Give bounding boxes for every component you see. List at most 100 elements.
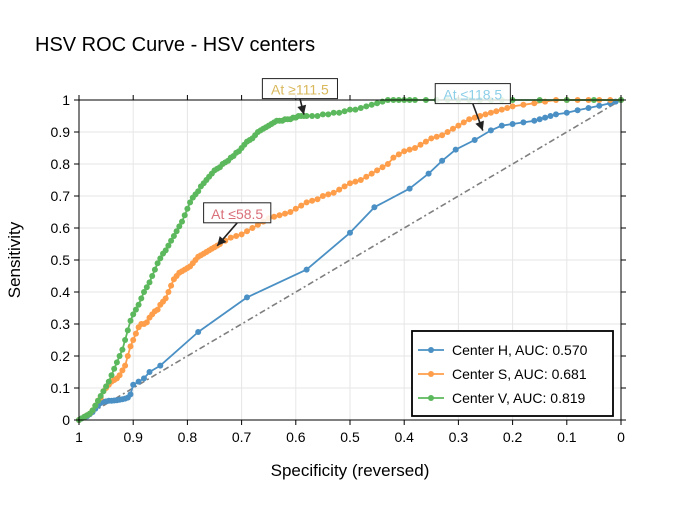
legend-label: Center S, AUC: 0.681 [452,366,587,382]
x-tick-label: 0.4 [394,429,414,445]
center-s-point [165,289,172,295]
center-h-point [439,157,446,164]
y-tick-label: 0.4 [51,284,71,300]
center-s-point [439,132,446,139]
center-h-point [585,105,592,111]
x-tick-label: 0.6 [286,429,306,445]
legend-item-center-h: Center H, AUC: 0.570 [418,342,588,358]
center-v-point [187,199,194,206]
center-h-point [347,229,353,236]
center-v-point [92,402,99,409]
center-s-point [444,129,451,135]
center-s-point [379,164,386,171]
center-v-point [195,188,202,195]
center-v-point [116,353,123,359]
x-tick-label: 0.5 [340,429,360,445]
axis-ticks: 1 0.9 0.8 0.7 0.6 0.5 0.4 0.3 0.2 0.1 0 0 0.1 0.2 0.3 0… [51,92,626,445]
y-tick-label: 0.6 [51,220,71,236]
annotation-s-box [203,202,272,224]
center-s-point [116,372,123,379]
chart-title: HSV ROC Curve - HSV centers [35,34,315,56]
center-s-point [374,167,381,174]
center-v-point [138,295,145,302]
center-s-point [309,197,316,204]
center-s-point [244,228,250,235]
y-tick-label: 0.3 [51,316,71,332]
center-s-point [276,212,283,219]
annotation-s-text: At ≤58.5 [211,206,263,222]
center-s-point [390,154,397,161]
center-v-point [143,284,150,291]
center-v-point [319,111,326,118]
center-h-point [135,378,142,385]
center-v-point [184,205,191,212]
center-s-point [341,183,348,190]
center-s-point [127,343,134,350]
center-s-point [509,103,516,110]
center-h-point [596,102,603,109]
y-tick-label: 0.2 [51,348,71,364]
center-v-point [170,233,177,239]
center-s-point [314,196,321,203]
center-v-point [105,378,112,385]
annotation-v-box [261,78,338,100]
y-axis-label: Sensitivity [5,221,24,298]
center-h-point [487,127,494,134]
center-v-point [325,111,332,118]
center-s-point [249,225,256,231]
center-s-point [450,125,456,132]
center-s-point [412,145,418,151]
x-tick-label: 0.3 [449,429,469,445]
center-h-point [509,121,516,127]
legend-label: Center V, AUC: 0.819 [452,390,586,406]
center-s-point [466,116,473,123]
center-h-point [244,294,250,301]
center-h-point [303,266,310,273]
center-s-point [520,101,527,108]
x-tick-label: 0.7 [232,429,252,445]
legend-swatch-marker [428,347,434,353]
center-v-point [330,109,337,116]
y-tick-label: 0.9 [51,124,71,140]
center-v-point [149,273,156,279]
center-h-point [563,109,570,116]
center-v-point [176,223,183,230]
annotation-v-text: At ≥111.5 [271,82,329,98]
center-v-point [103,383,110,390]
center-v-point [111,365,118,372]
center-v-point [309,113,316,119]
x-tick-label: 0 [617,429,625,445]
legend-box [411,330,614,417]
center-s-point [303,199,310,206]
center-s-point [471,114,478,121]
center-v-point [347,106,353,113]
center-s-point [428,135,435,142]
center-s-point [119,367,126,374]
center-v-point [314,113,321,119]
center-h-point [542,114,549,121]
center-h-point [371,204,378,211]
center-s-point [498,106,505,113]
center-s-point [347,180,353,187]
center-h-point [130,381,137,388]
center-s-point [352,178,359,185]
center-s-point [455,122,462,129]
annotation-h-arrow-head [475,120,484,131]
x-tick-label: 0.9 [123,429,143,445]
center-s-point [504,105,511,111]
center-h-point [520,119,527,126]
legend-swatch-marker [428,395,434,401]
center-s-point [287,209,294,215]
center-v-point [122,337,129,343]
center-v-point [165,242,172,249]
center-v-point [95,397,101,404]
center-s-point [493,108,500,115]
center-v-point [341,108,348,115]
legend-swatch-marker [428,371,434,377]
center-h-point [406,185,413,192]
center-v-point [108,372,115,379]
x-tick-label: 0.8 [178,429,198,445]
center-h-point [157,362,164,369]
center-v-point [352,106,359,113]
legend-label: Center H, AUC: 0.570 [452,342,588,358]
